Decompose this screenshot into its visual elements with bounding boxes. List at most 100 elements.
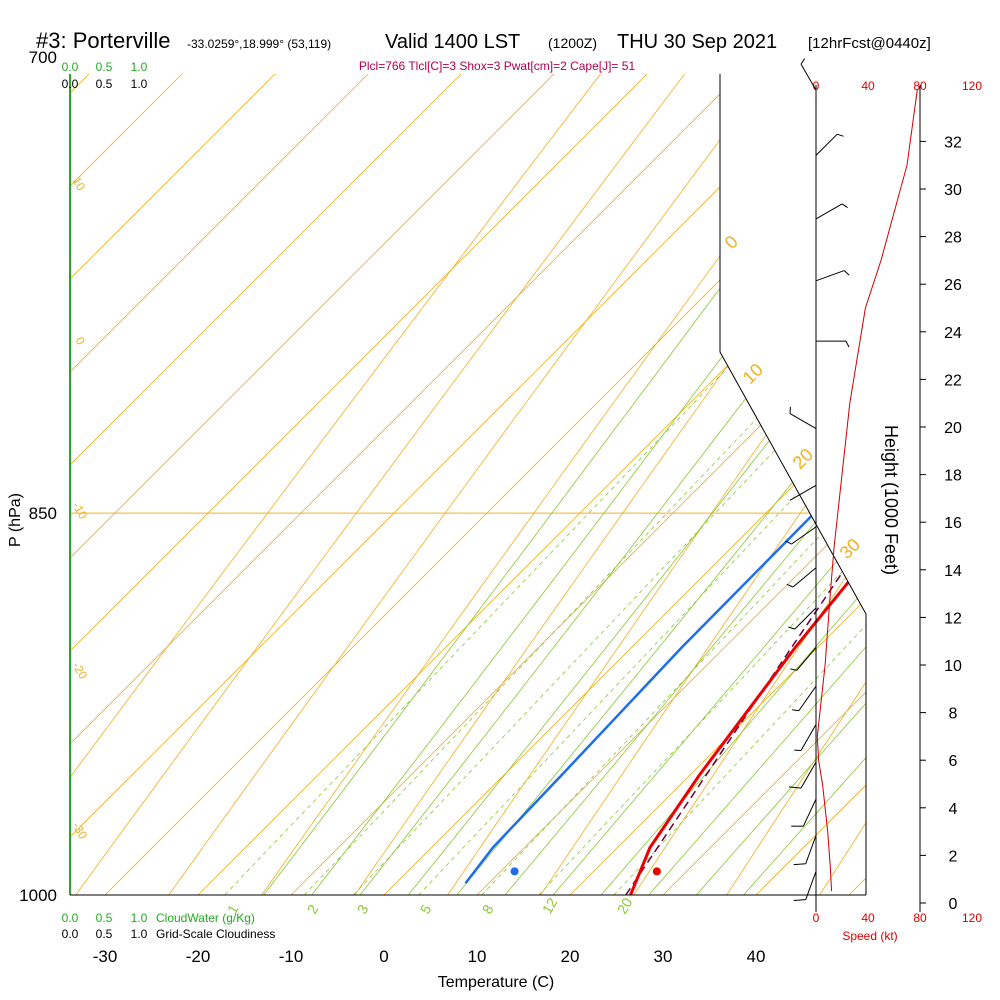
height-tick-label: 2 xyxy=(949,848,958,865)
wind-barb xyxy=(815,203,848,220)
temperature-tick-label: 30 xyxy=(654,947,673,966)
temperature-trace xyxy=(629,74,866,895)
wind-barb xyxy=(786,567,817,588)
wind-barb xyxy=(792,685,817,712)
sounding-profiles xyxy=(464,74,866,895)
cw-bottom-tick-0: 0.0 xyxy=(62,911,79,925)
wind-barb xyxy=(790,647,817,671)
cw-top-tick-2: 1.0 xyxy=(131,60,148,74)
wind-barb xyxy=(785,526,817,545)
wind-speed-profile xyxy=(816,88,918,892)
wind-barb xyxy=(800,58,817,91)
dry-adiabat xyxy=(746,74,866,895)
dry-adiabat xyxy=(274,74,866,895)
dry-adiabat xyxy=(369,74,866,895)
wind-profile xyxy=(785,58,918,902)
height-tick-label: 8 xyxy=(949,706,958,723)
temperature-tick-label: -20 xyxy=(186,947,211,966)
pressure-tick-label: 1000 xyxy=(19,886,57,905)
speed-tick-label: 80 xyxy=(913,79,927,93)
date-label: THU 30 Sep 2021 xyxy=(617,31,777,53)
wind-barb xyxy=(793,835,817,866)
isotherm-line xyxy=(70,74,866,895)
dry-adiabat-label: 0 xyxy=(721,232,742,253)
mixing-ratio-line xyxy=(353,74,866,895)
surface-temperature-marker xyxy=(652,867,661,876)
mixing-ratio-line xyxy=(481,74,866,895)
height-tick-label: 20 xyxy=(944,420,962,437)
isotherm-line xyxy=(70,74,866,895)
height-tick-label: 26 xyxy=(944,277,962,294)
wind-barb xyxy=(793,871,817,902)
moist-adiabat xyxy=(268,74,866,895)
moist-adiabat xyxy=(175,74,866,895)
speed-tick-label: 40 xyxy=(861,79,875,93)
height-tick-label: 10 xyxy=(944,658,962,675)
header: #3: Porterville -33.0259°,18.999° (53,11… xyxy=(36,28,931,73)
y-axis-label: P (hPa) xyxy=(7,493,24,547)
isotherm-line xyxy=(70,74,866,895)
height-tick-label: 18 xyxy=(944,468,962,485)
cloudiness-bottom-axis: 0.0 0.5 1.0 Grid-Scale Cloudiness xyxy=(62,927,276,941)
isotherm-line xyxy=(70,74,866,895)
speed-tick-label: 0 xyxy=(813,911,820,925)
moist-adiabat xyxy=(222,74,866,895)
height-tick-label: 30 xyxy=(944,182,962,199)
cl-bottom-tick-2: 1.0 xyxy=(131,927,148,941)
speed-axis-label: Speed (kt) xyxy=(842,929,897,943)
utc-time: (1200Z) xyxy=(548,35,597,51)
moist-adiabat xyxy=(361,74,866,895)
height-tick-label: 22 xyxy=(944,372,962,389)
speed-tick-label: 120 xyxy=(962,911,982,925)
dry-adiabat-label: 20 xyxy=(789,445,817,473)
station-title: #3: Porterville xyxy=(36,28,171,53)
dry-adiabat xyxy=(557,74,866,895)
wind-barb xyxy=(794,724,817,751)
station-coords: -33.0259°,18.999° (53,119) xyxy=(187,37,331,51)
cw-bottom-tick-1: 0.5 xyxy=(96,911,113,925)
parcel-trace xyxy=(625,268,866,895)
x-axis-label: Temperature (C) xyxy=(438,974,554,991)
isotherm-line xyxy=(383,74,866,895)
dry-adiabat xyxy=(180,74,866,895)
dry-adiabat-label: 10 xyxy=(69,175,88,194)
wind-barb xyxy=(816,340,850,348)
dry-adiabat xyxy=(463,74,866,895)
cl-bottom-tick-1: 0.5 xyxy=(96,927,113,941)
moist-adiabat xyxy=(315,74,866,895)
isotherm-line xyxy=(70,74,866,895)
pressure-tick-label: 850 xyxy=(29,504,57,523)
cw-top-tick-0: 0.0 xyxy=(62,60,79,74)
temperature-tick-label: -10 xyxy=(279,947,304,966)
speed-tick-label: 80 xyxy=(913,911,927,925)
mixing-ratio-label: 8 xyxy=(479,902,497,917)
wind-barb xyxy=(789,484,817,501)
cloudiness-label: Grid-Scale Cloudiness xyxy=(156,927,275,941)
height-tick-label: 4 xyxy=(949,801,958,818)
isotherm-line xyxy=(70,74,866,895)
dewpoint-trace xyxy=(464,74,866,884)
moist-adiabat xyxy=(547,74,866,895)
height-tick-label: 24 xyxy=(944,325,962,342)
dry-adiabat xyxy=(840,74,866,895)
mixing-ratio-line xyxy=(538,74,866,895)
isotherm-line xyxy=(848,74,866,895)
isotherm-line xyxy=(755,74,866,895)
temperature-tick-label: 0 xyxy=(379,947,388,966)
dry-adiabat-label: -30 xyxy=(69,820,90,842)
temperature-tick-label: 20 xyxy=(561,947,580,966)
mixing-ratio-line xyxy=(613,74,866,895)
speed-tick-label: 40 xyxy=(861,911,875,925)
moist-adiabat xyxy=(454,74,866,895)
height-axis-label: Height (1000 Feet) xyxy=(881,425,901,575)
surface-dewpoint-marker xyxy=(510,867,519,876)
height-tick-label: 0 xyxy=(949,896,958,913)
cw-bottom-tick-2: 1.0 xyxy=(131,911,148,925)
dry-adiabat-label: 30 xyxy=(836,535,864,563)
valid-time: Valid 1400 LST xyxy=(385,31,520,53)
cl-top-tick-1: 0.5 xyxy=(96,77,113,91)
isotherm-line xyxy=(70,74,866,895)
wind-barb xyxy=(788,607,817,630)
